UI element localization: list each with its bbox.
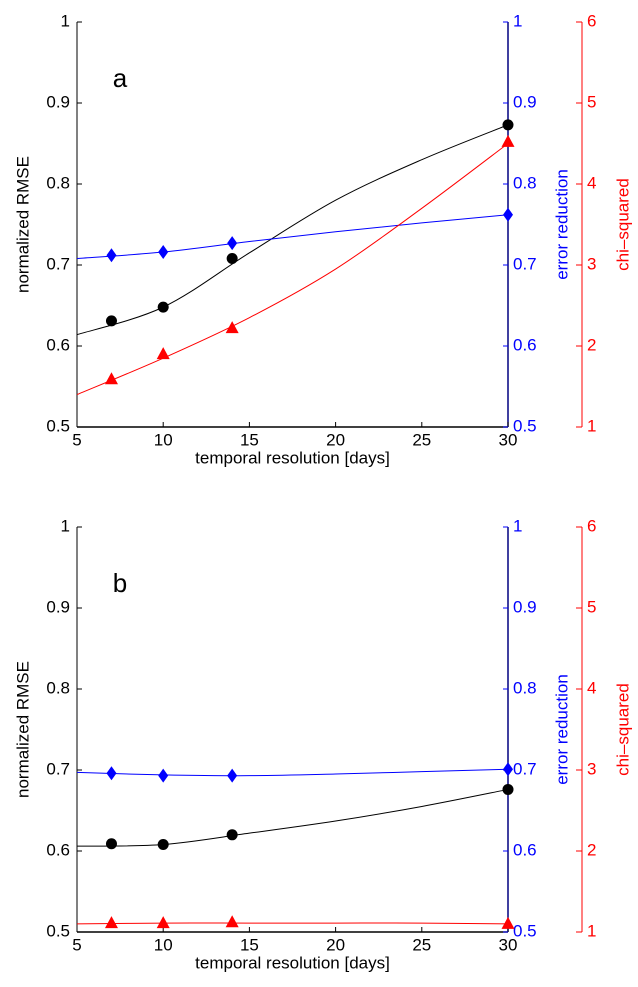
x-tick-label: 5 [72,935,81,954]
x-tick-label: 20 [326,935,345,954]
marker [156,916,170,929]
fit-line [76,768,509,777]
y2-axis-label: error reduction [552,169,571,280]
y2-tick-label: 0.8 [513,173,537,192]
marker [227,768,238,783]
x-tick-label: 20 [326,430,345,449]
y-tick-label: 0.8 [46,173,70,192]
x-tick-label: 25 [412,935,431,954]
marker [104,372,118,385]
y3-tick-label: 1 [587,921,596,940]
marker [105,838,117,850]
y-axis-label: normalized RMSE [13,156,32,293]
y-axis-label: normalized RMSE [13,661,32,798]
y3-tick-label: 6 [587,11,596,30]
fit-line [76,922,509,925]
marker [226,253,238,265]
marker [225,321,239,334]
marker [502,119,514,131]
x-tick-label: 10 [154,935,173,954]
y3-tick-label: 1 [587,416,596,435]
x-tick-label: 30 [499,430,518,449]
x-tick-label: 10 [154,430,173,449]
y-tick-label: 0.9 [46,597,70,616]
marker [105,315,117,327]
fit-line [76,124,509,336]
y3-tick-label: 3 [587,254,596,273]
marker [157,839,169,851]
marker [157,301,169,313]
marker [226,829,238,841]
x-axis-label: temporal resolution [days] [195,448,390,467]
y2-tick-label: 0.7 [513,254,537,273]
y3-tick-label: 5 [587,597,596,616]
y3-tick-label: 2 [587,840,596,859]
marker [503,762,513,777]
y2-tick-label: 0.5 [513,416,537,435]
y-tick-label: 0.5 [46,921,70,940]
marker [503,207,513,222]
x-axis-label: temporal resolution [days] [195,953,390,972]
marker [158,768,169,783]
marker [156,347,170,360]
fit-line [76,214,509,260]
y3-tick-label: 5 [587,92,596,111]
y-tick-label: 0.6 [46,335,70,354]
y3-tick-label: 4 [587,173,596,192]
y-tick-label: 1 [61,516,70,535]
y2-tick-label: 0.9 [513,597,537,616]
y3-tick-label: 6 [587,516,596,535]
y3-axis-label: chi–squared [613,178,632,271]
x-tick-label: 25 [412,430,431,449]
y-tick-label: 0.7 [46,759,70,778]
marker [227,236,238,251]
y-tick-label: 0.6 [46,840,70,859]
panel-annotation: a [113,63,128,93]
marker [502,783,514,795]
x-tick-label: 15 [240,430,259,449]
fit-line [76,788,509,847]
y2-tick-label: 0.7 [513,759,537,778]
y2-tick-label: 1 [513,516,522,535]
y2-axis-label: error reduction [552,674,571,785]
marker [501,916,515,929]
marker [106,766,117,781]
y-tick-label: 1 [61,11,70,30]
y2-tick-label: 0.8 [513,678,537,697]
y3-axis-label: chi–squared [613,683,632,776]
y-tick-label: 0.9 [46,92,70,111]
x-tick-label: 5 [72,430,81,449]
y3-tick-label: 2 [587,335,596,354]
y2-tick-label: 0.6 [513,840,537,859]
y3-tick-label: 4 [587,678,596,697]
marker [104,916,118,929]
y-tick-label: 0.7 [46,254,70,273]
x-tick-label: 15 [240,935,259,954]
y-tick-label: 0.8 [46,678,70,697]
x-tick-label: 30 [499,935,518,954]
marker [501,134,515,147]
y3-tick-label: 3 [587,759,596,778]
fit-line [76,143,509,396]
y2-tick-label: 1 [513,11,522,30]
marker [106,248,117,263]
panel-annotation: b [113,568,127,598]
y2-tick-label: 0.6 [513,335,537,354]
marker [225,915,239,928]
y2-tick-label: 0.5 [513,921,537,940]
y2-tick-label: 0.9 [513,92,537,111]
y-tick-label: 0.5 [46,416,70,435]
marker [158,245,169,260]
